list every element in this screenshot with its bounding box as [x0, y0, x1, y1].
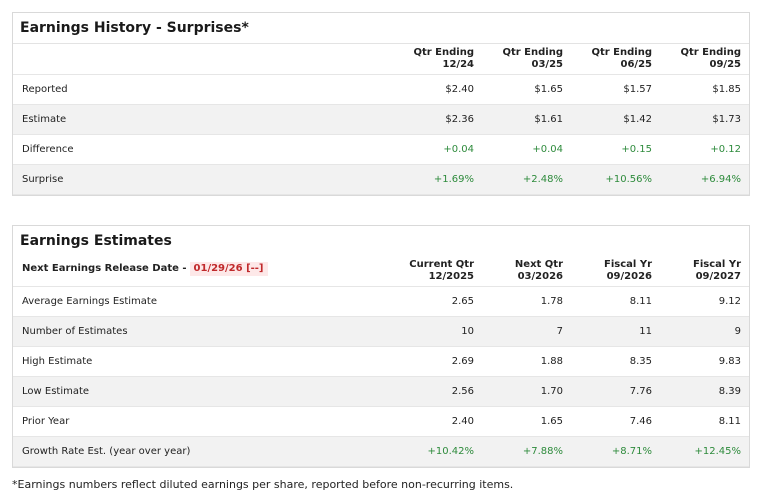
cell-value: 1.65	[482, 405, 571, 436]
cell-value: $1.85	[660, 73, 749, 104]
history-label-header	[13, 44, 393, 74]
cell-value: +10.42%	[393, 435, 482, 467]
earnings-history-title: Earnings History - Surprises*	[13, 13, 749, 44]
cell-value: 2.56	[393, 375, 482, 406]
cell-value: +0.15	[571, 133, 660, 164]
cell-value: +8.71%	[571, 435, 660, 467]
cell-value: 2.65	[393, 285, 482, 316]
table-row: Number of Estimates 10 7 11 9	[13, 315, 749, 346]
cell-value: 2.40	[393, 405, 482, 436]
estimates-col-header: Current Qtr 12/2025	[409, 258, 474, 282]
cell-value: +1.69%	[393, 163, 482, 195]
cell-value: 8.11	[660, 405, 749, 436]
cell-value: 9	[660, 315, 749, 346]
cell-value: 8.39	[660, 375, 749, 406]
cell-value: $1.73	[660, 103, 749, 134]
table-row: Estimate $2.36 $1.61 $1.42 $1.73	[13, 103, 749, 134]
release-date-badge[interactable]: 01/29/26 [--]	[189, 262, 268, 277]
cell-value: 2.69	[393, 345, 482, 376]
release-date-label: Next Earnings Release Date -	[22, 263, 187, 275]
cell-value: +7.88%	[482, 435, 571, 467]
cell-value: +10.56%	[571, 163, 660, 195]
estimates-col-header: Next Qtr 03/2026	[514, 258, 563, 282]
estimates-col-header: Fiscal Yr 09/2027	[693, 258, 741, 282]
cell-value: +12.45%	[660, 435, 749, 467]
cell-value: 1.78	[482, 285, 571, 316]
table-row: Reported $2.40 $1.65 $1.57 $1.85	[13, 73, 749, 104]
cell-value: $2.40	[393, 73, 482, 104]
row-label: Reported	[13, 73, 393, 104]
cell-value: +0.04	[482, 133, 571, 164]
earnings-estimates-panel: Earnings Estimates Next Earnings Release…	[12, 225, 750, 468]
history-col-header: Qtr Ending 12/24	[413, 46, 474, 70]
table-row: High Estimate 2.69 1.88 8.35 9.83	[13, 345, 749, 376]
cell-value: 9.12	[660, 285, 749, 316]
cell-value: $1.61	[482, 103, 571, 134]
cell-value: 7.46	[571, 405, 660, 436]
row-label: Average Earnings Estimate	[13, 285, 393, 316]
row-label: Number of Estimates	[13, 315, 393, 346]
history-col-header: Qtr Ending 03/25	[502, 46, 563, 70]
cell-value: $2.36	[393, 103, 482, 134]
row-label: Low Estimate	[13, 375, 393, 406]
cell-value: $1.65	[482, 73, 571, 104]
release-date-cell: Next Earnings Release Date -01/29/26 [--…	[13, 256, 393, 286]
table-row: Low Estimate 2.56 1.70 7.76 8.39	[13, 375, 749, 406]
table-row: Growth Rate Est. (year over year) +10.42…	[13, 435, 749, 467]
row-label: High Estimate	[13, 345, 393, 376]
table-row: Average Earnings Estimate 2.65 1.78 8.11…	[13, 285, 749, 316]
earnings-estimates-title: Earnings Estimates	[20, 233, 172, 249]
earnings-estimates-table: Next Earnings Release Date -01/29/26 [--…	[13, 256, 749, 467]
cell-value: +0.04	[393, 133, 482, 164]
cell-value: +2.48%	[482, 163, 571, 195]
cell-value: 7.76	[571, 375, 660, 406]
cell-value: +6.94%	[660, 163, 749, 195]
cell-value: 7	[482, 315, 571, 346]
estimates-col-header: Fiscal Yr 09/2026	[604, 258, 652, 282]
row-label: Difference	[13, 133, 393, 164]
earnings-history-table: Qtr Ending 12/24 Qtr Ending 03/25 Qtr Endi…	[13, 44, 749, 195]
footnote: *Earnings numbers reflect diluted earnin…	[12, 478, 514, 491]
cell-value: 8.11	[571, 285, 660, 316]
cell-value: 11	[571, 315, 660, 346]
table-row: Difference +0.04 +0.04 +0.15 +0.12	[13, 133, 749, 164]
table-row: Surprise +1.69% +2.48% +10.56% +6.94%	[13, 163, 749, 195]
history-col-header: Qtr Ending 09/25	[680, 46, 741, 70]
row-label: Growth Rate Est. (year over year)	[13, 435, 393, 467]
cell-value: 8.35	[571, 345, 660, 376]
row-label: Prior Year	[13, 405, 393, 436]
cell-value: 1.70	[482, 375, 571, 406]
earnings-history-panel: Earnings History - Surprises* Qtr Ending…	[12, 12, 750, 196]
cell-value: $1.57	[571, 73, 660, 104]
row-label: Estimate	[13, 103, 393, 134]
cell-value: 9.83	[660, 345, 749, 376]
history-col-header: Qtr Ending 06/25	[591, 46, 652, 70]
row-label: Surprise	[13, 163, 393, 195]
cell-value: $1.42	[571, 103, 660, 134]
cell-value: +0.12	[660, 133, 749, 164]
table-row: Prior Year 2.40 1.65 7.46 8.11	[13, 405, 749, 436]
cell-value: 10	[393, 315, 482, 346]
cell-value: 1.88	[482, 345, 571, 376]
